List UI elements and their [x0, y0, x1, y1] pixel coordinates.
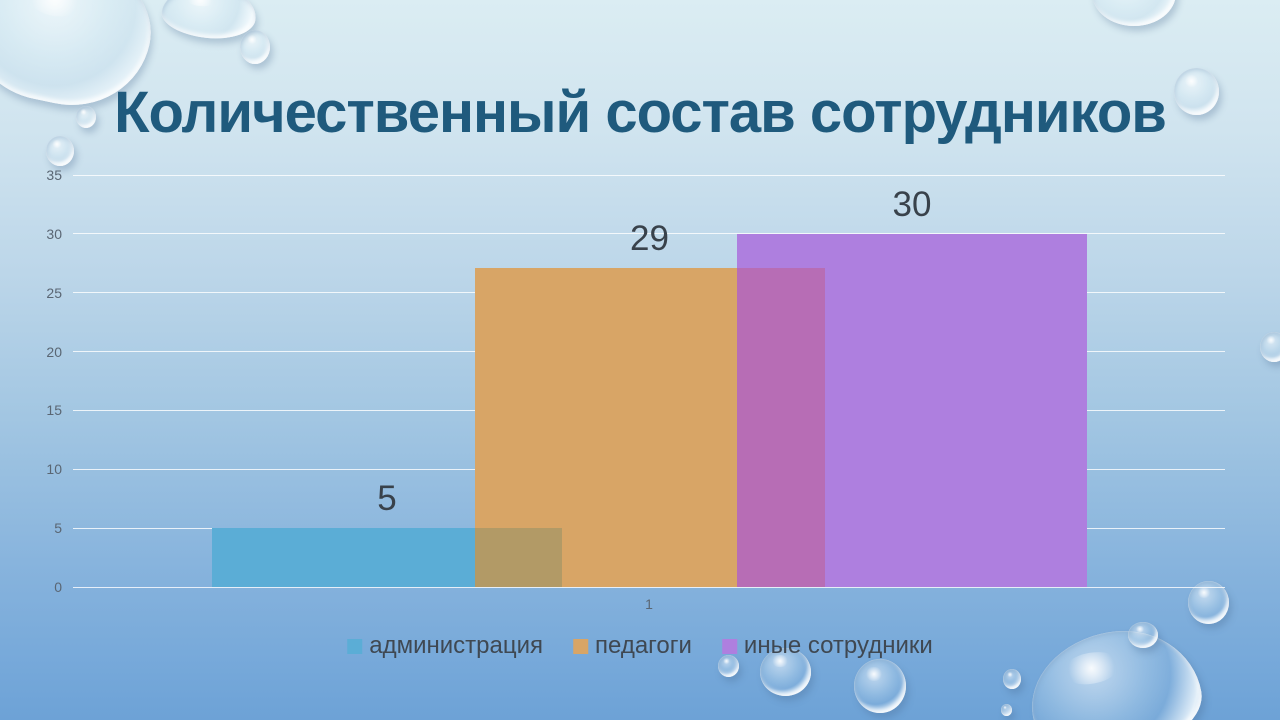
y-axis-tick-label: 15 — [46, 402, 62, 419]
y-axis-tick-label: 35 — [46, 167, 62, 183]
legend-item: администрация — [347, 633, 543, 659]
water-drop-icon — [760, 648, 811, 696]
bar-data-label: 5 — [377, 479, 397, 519]
y-axis-tick-label: 5 — [54, 520, 62, 537]
chart-legend: администрация педагоги иные сотрудники — [347, 633, 933, 659]
legend-label: иные сотрудники — [743, 632, 933, 659]
y-axis-tick-label: 20 — [46, 343, 62, 360]
gridline-35 — [73, 174, 1225, 176]
water-drop-icon — [240, 30, 270, 64]
bar-overlap-region — [474, 528, 562, 587]
gridline-30 — [73, 233, 1225, 235]
water-drop-icon — [718, 655, 739, 677]
gridline-0 — [73, 586, 1225, 588]
bar-data-label: 30 — [892, 184, 932, 224]
bar-data-label: 29 — [630, 218, 669, 258]
water-drop-icon — [1174, 68, 1219, 115]
water-drop-icon — [1260, 332, 1280, 362]
water-drop-icon — [1128, 622, 1158, 648]
water-drop-icon — [46, 136, 74, 166]
y-axis-tick-label: 10 — [46, 461, 62, 478]
legend-swatch-icon — [347, 638, 363, 654]
legend-item: иные сотрудники — [721, 632, 933, 659]
legend-item: педагоги — [573, 633, 692, 659]
legend-swatch-icon — [721, 638, 737, 654]
water-drop-icon — [1001, 704, 1012, 716]
water-drop-icon — [76, 106, 96, 128]
slide-title: Количественный состав сотрудников — [114, 80, 1167, 145]
legend-label: педагоги — [595, 632, 692, 659]
water-drop-icon — [854, 659, 906, 713]
y-axis-tick-label: 25 — [46, 284, 62, 301]
x-axis-category-label: 1 — [645, 596, 653, 612]
water-drop-icon — [1188, 581, 1229, 624]
y-axis-tick-label: 30 — [46, 225, 62, 242]
bar-overlap-region — [737, 267, 825, 587]
water-drop-icon — [1003, 669, 1021, 689]
legend-label: администрация — [369, 632, 543, 659]
legend-swatch-icon — [573, 638, 588, 654]
y-axis-tick-label: 0 — [54, 579, 62, 595]
